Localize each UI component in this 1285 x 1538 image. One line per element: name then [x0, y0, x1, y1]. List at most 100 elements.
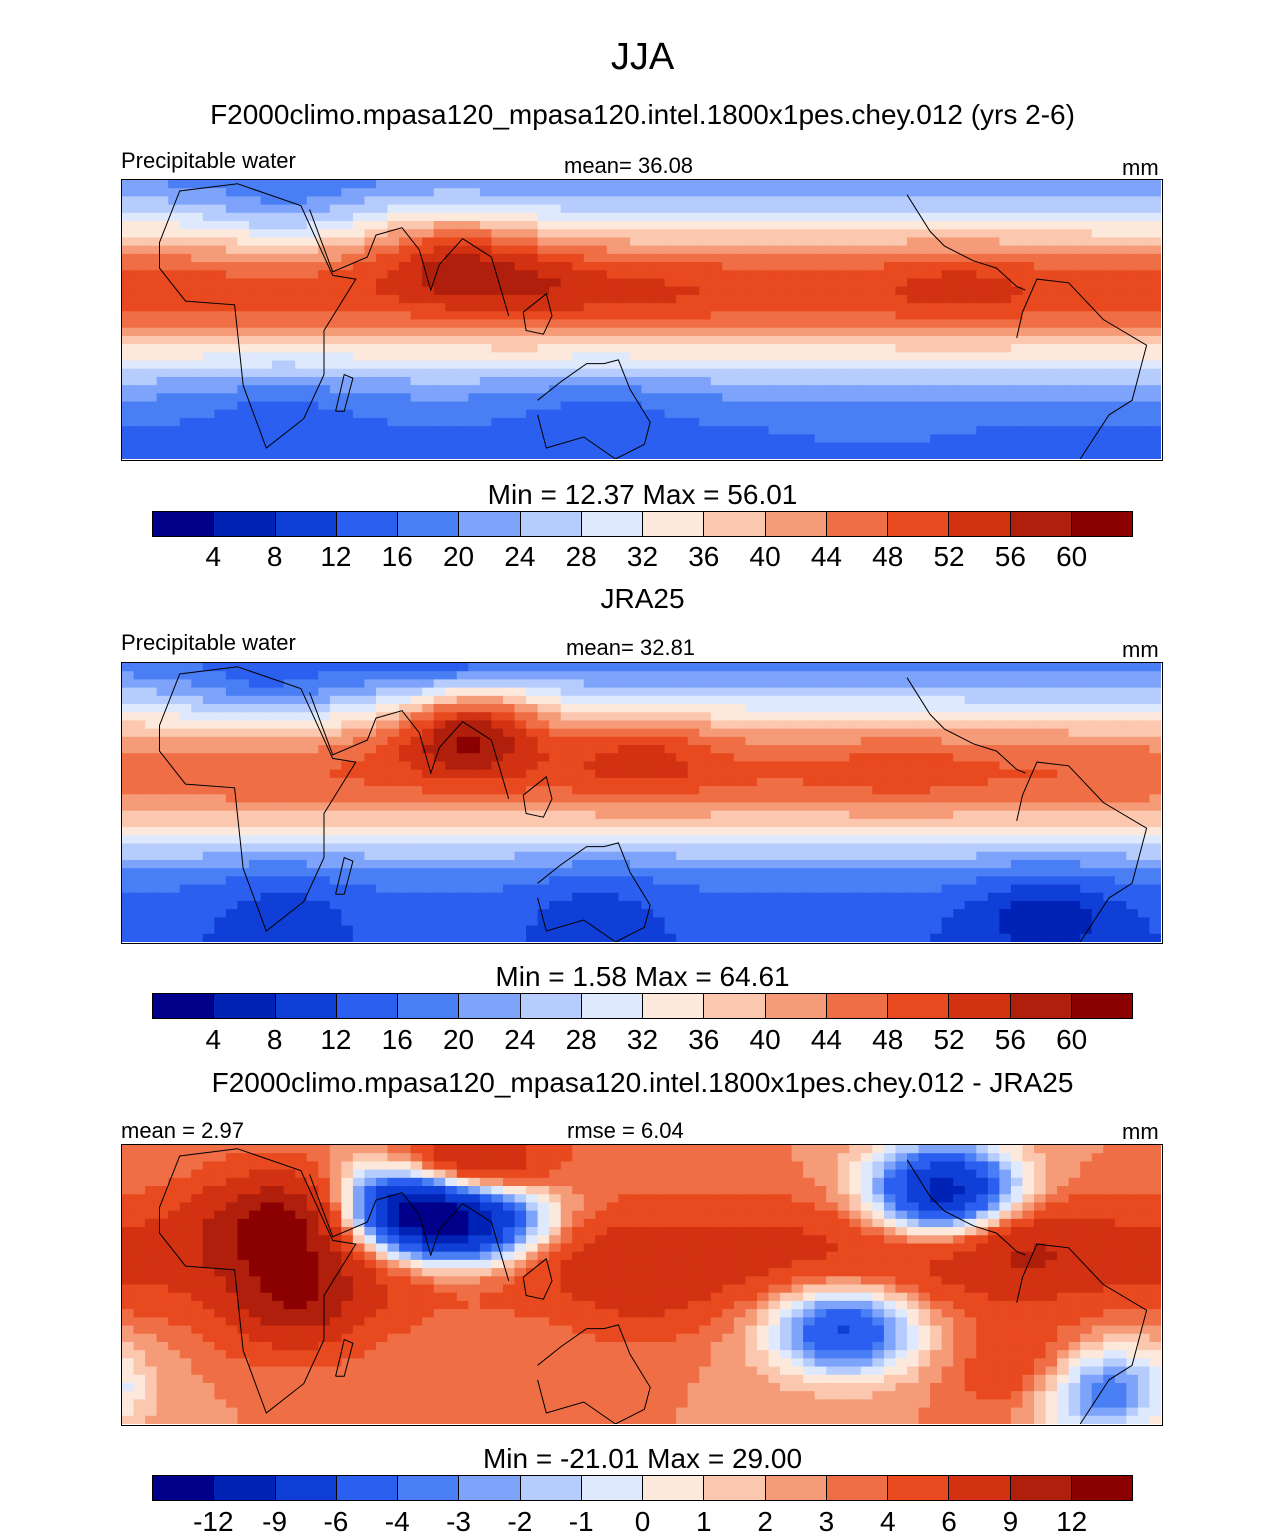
- field-cell: [1114, 810, 1127, 820]
- field-cell: [837, 679, 850, 689]
- field-cell: [606, 753, 620, 763]
- field-cell: [1057, 360, 1070, 370]
- field-cell: [1103, 679, 1116, 689]
- field-cell: [733, 720, 746, 730]
- field-cell: [595, 393, 608, 403]
- field-cell: [618, 303, 631, 312]
- field-cell: [318, 311, 331, 321]
- field-cell: [502, 695, 516, 705]
- field-cell: [156, 818, 169, 828]
- field-cell: [272, 262, 285, 271]
- field-cell: [410, 794, 423, 804]
- field-cell: [514, 753, 527, 763]
- field-cell: [364, 810, 377, 820]
- field-cell: [306, 335, 319, 345]
- field-cell: [445, 695, 458, 705]
- field-cell: [318, 704, 331, 713]
- field-cell: [895, 385, 908, 394]
- field-cell: [756, 810, 770, 820]
- field-cell: [1034, 221, 1047, 230]
- field-cell: [768, 663, 781, 672]
- field-cell: [710, 827, 723, 836]
- field-cell: [606, 827, 620, 836]
- field-cell: [895, 393, 908, 403]
- field-cell: [595, 704, 608, 713]
- field-cell: [1034, 761, 1047, 771]
- field-cell: [514, 253, 527, 263]
- field-cell: [883, 409, 897, 419]
- field-cell: [687, 196, 700, 206]
- field-cell: [560, 753, 573, 763]
- field-cell: [306, 262, 319, 271]
- field-cell: [387, 802, 400, 812]
- field-cell: [745, 417, 758, 427]
- field-cell: [168, 777, 181, 787]
- field-cell: [1068, 736, 1081, 746]
- field-cell: [791, 278, 804, 288]
- field-cell: [756, 393, 770, 403]
- field-cell: [745, 769, 758, 779]
- field-cell: [849, 401, 862, 411]
- field-cell: [849, 303, 862, 312]
- field-cell: [907, 286, 920, 296]
- field-cell: [456, 409, 469, 419]
- field-cell: [860, 753, 873, 763]
- field-cell: [479, 704, 493, 713]
- field-cell: [537, 761, 550, 771]
- field-cell: [722, 417, 735, 427]
- field-cell: [549, 270, 562, 280]
- field-cell: [1010, 687, 1024, 697]
- field-cell: [999, 319, 1012, 329]
- field-cell: [1126, 827, 1139, 836]
- field-cell: [641, 761, 654, 771]
- field-cell: [918, 319, 931, 329]
- field-cell: [526, 417, 539, 427]
- field-cell: [364, 663, 377, 672]
- field-cell: [791, 286, 804, 296]
- field-cell: [295, 237, 308, 247]
- field-cell: [560, 802, 573, 812]
- field-cell: [237, 679, 250, 689]
- field-cell: [283, 253, 296, 263]
- field-cell: [918, 753, 931, 763]
- field-cell: [756, 376, 770, 386]
- field-cell: [329, 442, 342, 452]
- field-cell: [514, 810, 527, 820]
- field-cell: [1114, 253, 1127, 263]
- field-cell: [768, 794, 781, 804]
- field-cell: [814, 753, 827, 763]
- field-cell: [133, 704, 146, 713]
- field-cell: [780, 376, 793, 386]
- field-cell: [456, 245, 469, 255]
- field-cell: [456, 188, 469, 198]
- field-cell: [502, 753, 516, 763]
- field-cell: [1114, 401, 1127, 411]
- field-cell: [133, 818, 146, 828]
- field-cell: [641, 385, 654, 394]
- field-cell: [999, 344, 1012, 353]
- panel-1-units: mm: [1122, 155, 1159, 180]
- field-cell: [341, 818, 354, 828]
- field-cell: [999, 434, 1012, 444]
- field-cell: [1114, 794, 1127, 804]
- field-cell: [710, 278, 723, 288]
- field-cell: [179, 245, 192, 255]
- field-cell: [895, 286, 908, 296]
- field-cell: [987, 212, 1000, 222]
- field-cell: [145, 188, 158, 198]
- field-cell: [791, 736, 804, 746]
- field-cell: [1091, 180, 1104, 189]
- field-cell: [849, 188, 862, 198]
- field-cell: [237, 728, 250, 738]
- field-cell: [133, 385, 146, 394]
- field-cell: [526, 352, 539, 362]
- field-cell: [1022, 221, 1035, 230]
- field-cell: [699, 311, 712, 321]
- field-cell: [479, 736, 493, 746]
- field-cell: [641, 245, 654, 255]
- field-cell: [456, 736, 469, 746]
- field-cell: [676, 270, 689, 280]
- field-cell: [860, 188, 873, 198]
- field-cell: [733, 303, 746, 312]
- field-cell: [560, 794, 573, 804]
